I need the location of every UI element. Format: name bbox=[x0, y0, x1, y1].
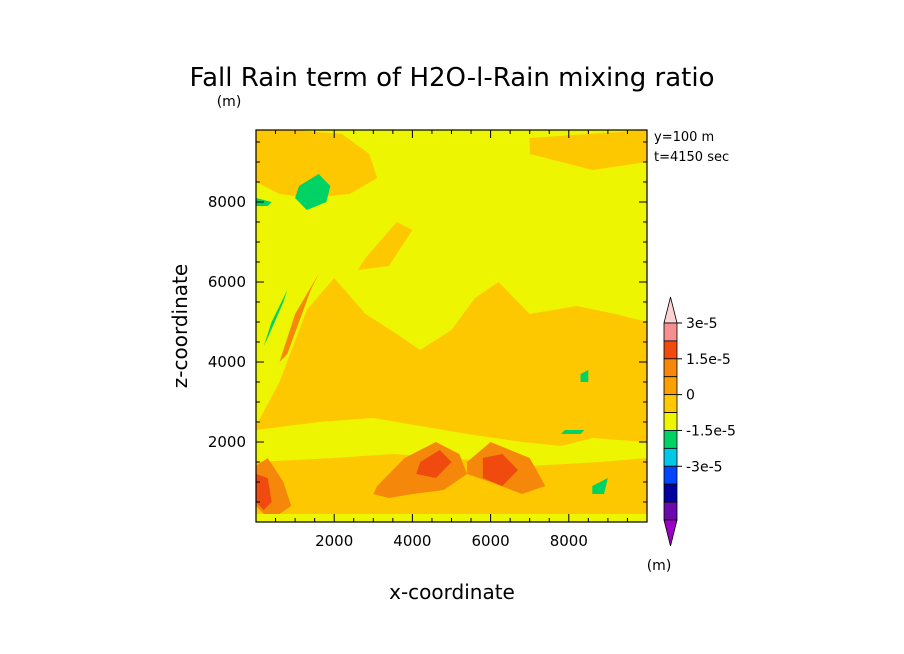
colorbar-cell bbox=[663, 483, 678, 503]
annotation-t: t=4150 sec bbox=[654, 150, 729, 165]
title-units: (m) bbox=[217, 94, 242, 110]
colorbar-units: (m) bbox=[647, 558, 672, 574]
contour-region-11 bbox=[256, 474, 272, 510]
contour-region-12 bbox=[416, 450, 452, 478]
contour-region-3 bbox=[357, 222, 413, 270]
axis-ticks: 2000 4000 6000 8000 2000 4000 6000 8000 bbox=[208, 130, 647, 550]
y-tick-label: 2000 bbox=[208, 433, 246, 451]
colorbar-cell bbox=[663, 430, 678, 449]
x-tick-label: 6000 bbox=[472, 532, 510, 550]
contour-region-5 bbox=[256, 418, 647, 466]
y-axis-label: z-coordinate bbox=[168, 264, 192, 388]
colorbar-cell bbox=[663, 340, 678, 360]
colorbar-cell bbox=[663, 447, 678, 467]
y-tick-label: 6000 bbox=[208, 273, 246, 291]
contour-region-16 bbox=[592, 478, 608, 494]
contour-region-2 bbox=[295, 174, 331, 210]
contour-region-14 bbox=[580, 370, 589, 382]
contour-regions bbox=[256, 130, 647, 514]
x-axis-label: x-coordinate bbox=[389, 580, 515, 604]
plot-area: 2000 4000 6000 8000 2000 4000 6000 8000 bbox=[208, 129, 648, 550]
colorbar: 3e-5 1.5e-5 0 -1.5e-5 -3e-5 bbox=[663, 296, 736, 547]
colorbar-label: -1.5e-5 bbox=[686, 423, 736, 439]
colorbar-cell bbox=[663, 358, 678, 378]
x-tick-label: 4000 bbox=[393, 532, 431, 550]
colorbar-label: 1.5e-5 bbox=[686, 352, 731, 368]
x-tick-label: 2000 bbox=[315, 532, 353, 550]
colorbar-top-arrow bbox=[663, 296, 678, 324]
colorbar-cell bbox=[663, 394, 678, 413]
contour-region-15 bbox=[561, 430, 585, 434]
chart-title: Fall Rain term of H2O-l-Rain mixing rati… bbox=[190, 63, 715, 93]
contour-region-6 bbox=[279, 274, 319, 362]
y-tick-label: 8000 bbox=[208, 193, 246, 211]
contour-region-7 bbox=[263, 290, 288, 346]
x-tick-label: 8000 bbox=[550, 532, 588, 550]
contour-region-1 bbox=[529, 130, 647, 170]
colorbar-label: -3e-5 bbox=[686, 459, 723, 475]
colorbar-label: 3e-5 bbox=[686, 316, 717, 332]
colorbar-cell bbox=[663, 412, 678, 431]
colorbar-bottom-arrow bbox=[663, 519, 678, 547]
colorbar-cell bbox=[663, 465, 678, 485]
colorbar-label: 0 bbox=[686, 388, 695, 404]
colorbar-cell bbox=[663, 322, 678, 342]
contour-region-13 bbox=[482, 454, 518, 486]
colorbar-cell bbox=[663, 376, 678, 396]
y-tick-label: 4000 bbox=[208, 353, 246, 371]
colorbar-cell bbox=[663, 501, 678, 521]
annotation-y: y=100 m bbox=[654, 130, 714, 145]
contour-region-0 bbox=[256, 130, 378, 198]
